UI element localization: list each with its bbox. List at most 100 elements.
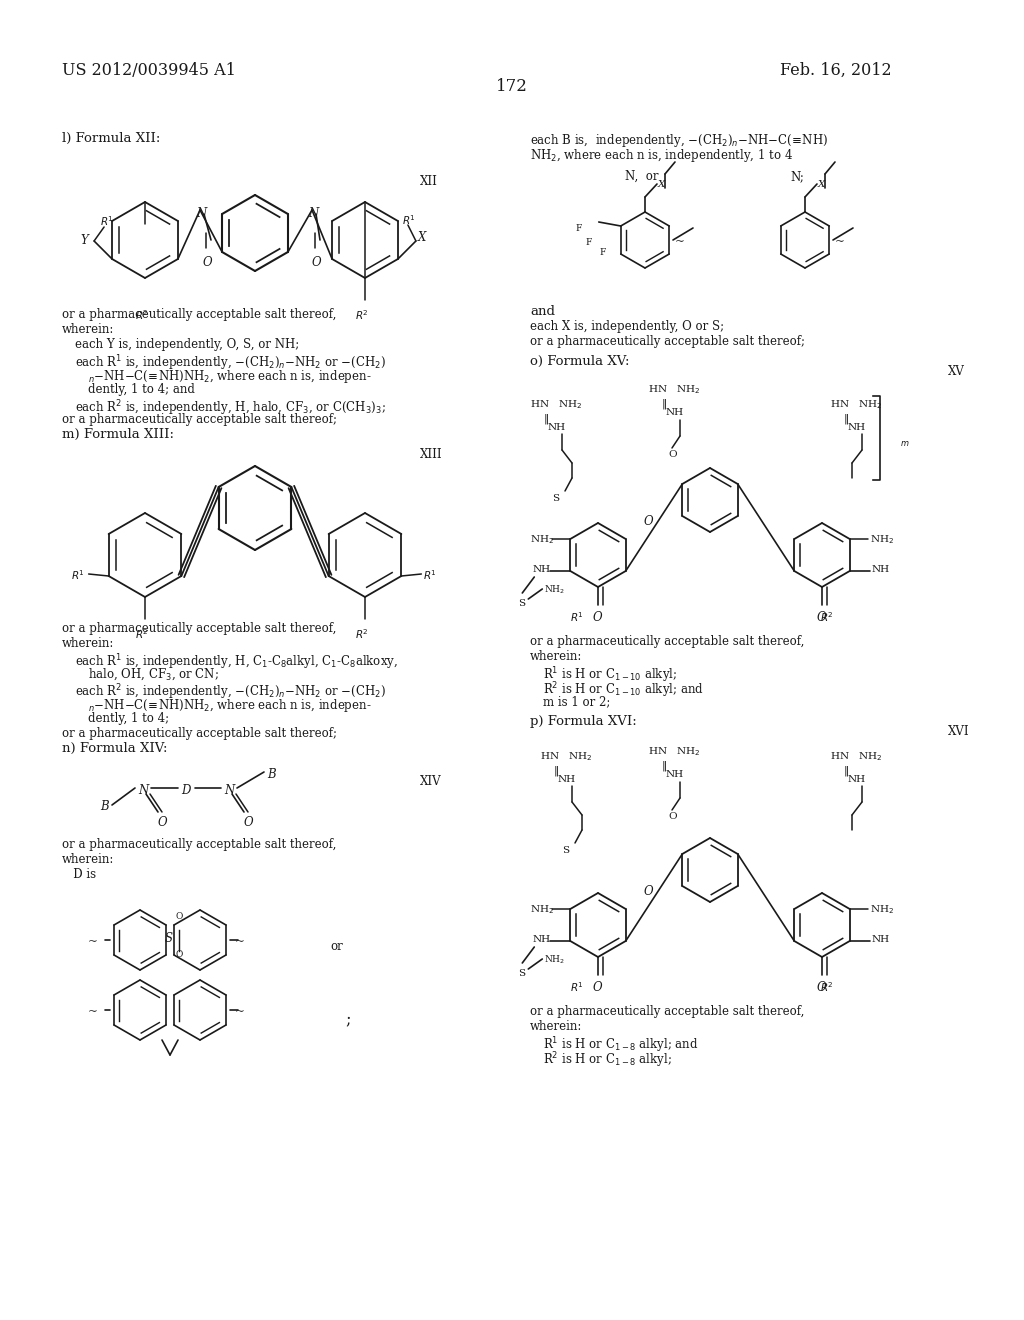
Text: $R^2$: $R^2$ [820, 610, 834, 624]
Text: S: S [562, 846, 569, 855]
Text: or a pharmaceutically acceptable salt thereof,: or a pharmaceutically acceptable salt th… [62, 622, 336, 635]
Text: S: S [552, 494, 559, 503]
Text: XIII: XIII [420, 447, 442, 461]
Text: $\|$: $\|$ [662, 397, 667, 411]
Text: $\|$: $\|$ [662, 759, 667, 774]
Text: halo, OH, CF$_3$, or CN;: halo, OH, CF$_3$, or CN; [88, 667, 219, 682]
Text: S: S [518, 969, 525, 978]
Text: or a pharmaceutically acceptable salt thereof,: or a pharmaceutically acceptable salt th… [530, 635, 805, 648]
Text: O: O [817, 611, 826, 624]
Text: NH: NH [532, 565, 551, 574]
Text: Feb. 16, 2012: Feb. 16, 2012 [780, 62, 892, 79]
Text: or a pharmaceutically acceptable salt thereof,: or a pharmaceutically acceptable salt th… [530, 1005, 805, 1018]
Text: N: N [138, 784, 148, 797]
Text: S: S [165, 932, 173, 945]
Text: $R^1$: $R^1$ [570, 979, 584, 994]
Text: HN   NH$_2$: HN NH$_2$ [830, 399, 882, 411]
Text: ~: ~ [835, 235, 845, 248]
Text: NH: NH [548, 422, 566, 432]
Text: HN   NH$_2$: HN NH$_2$ [648, 744, 700, 758]
Text: dently, 1 to 4; and: dently, 1 to 4; and [88, 383, 195, 396]
Text: O: O [244, 816, 254, 829]
Text: $\|$: $\|$ [543, 412, 549, 426]
Text: $_n$$-$NH$-$C($\!\equiv\!$NH)NH$_2$, where each n is, indepen-: $_n$$-$NH$-$C($\!\equiv\!$NH)NH$_2$, whe… [88, 697, 372, 714]
Text: XIV: XIV [420, 775, 441, 788]
Text: $_m$: $_m$ [900, 436, 909, 449]
Text: $R^2$: $R^2$ [135, 308, 148, 322]
Text: HN   NH$_2$: HN NH$_2$ [830, 750, 882, 763]
Text: NH$_2$: NH$_2$ [545, 583, 565, 595]
Text: $R^2$: $R^2$ [135, 627, 148, 640]
Text: N: N [196, 207, 206, 220]
Text: ~: ~ [234, 1005, 245, 1018]
Text: or a pharmaceutically acceptable salt thereof;: or a pharmaceutically acceptable salt th… [62, 413, 337, 426]
Text: wherein:: wherein: [62, 853, 115, 866]
Text: O: O [668, 812, 677, 821]
Text: NH$_2$: NH$_2$ [869, 533, 894, 545]
Text: ~: ~ [234, 935, 245, 948]
Text: O: O [312, 256, 322, 269]
Text: F: F [575, 224, 582, 234]
Text: N;: N; [790, 170, 804, 183]
Text: NH: NH [848, 775, 866, 784]
Text: NH: NH [848, 422, 866, 432]
Text: N: N [308, 207, 318, 220]
Text: D is: D is [62, 869, 96, 880]
Text: NH: NH [532, 935, 551, 944]
Text: each R$^2$ is, independently, $-$(CH$_2$)$_n$$-$NH$_2$ or $-$(CH$_2$): each R$^2$ is, independently, $-$(CH$_2$… [75, 682, 386, 702]
Text: each R$^1$ is, independently, H, C$_1$-C$_8$alkyl, C$_1$-C$_8$alkoxy,: each R$^1$ is, independently, H, C$_1$-C… [75, 652, 398, 672]
Text: wherein:: wherein: [530, 1020, 583, 1034]
Text: wherein:: wherein: [62, 638, 115, 649]
Text: O: O [175, 912, 182, 921]
Text: NH: NH [666, 408, 684, 417]
Text: O: O [593, 611, 603, 624]
Text: $R^1$: $R^1$ [401, 213, 416, 227]
Text: NH$_2$: NH$_2$ [530, 533, 554, 545]
Text: $R^1$: $R^1$ [423, 568, 437, 582]
Text: l) Formula XII:: l) Formula XII: [62, 132, 161, 145]
Text: X: X [818, 180, 825, 189]
Text: each B is,  independently, $-$(CH$_2$)$_n$$-$NH$-$C($\!\equiv\!$NH): each B is, independently, $-$(CH$_2$)$_n… [530, 132, 828, 149]
Text: 172: 172 [496, 78, 528, 95]
Text: XII: XII [420, 176, 438, 187]
Text: O: O [203, 256, 213, 269]
Text: F: F [585, 238, 592, 247]
Text: HN   NH$_2$: HN NH$_2$ [530, 399, 582, 411]
Text: R$^1$ is H or C$_{1-8}$ alkyl; and: R$^1$ is H or C$_{1-8}$ alkyl; and [543, 1035, 698, 1055]
Text: $R^2$: $R^2$ [820, 979, 834, 994]
Text: X: X [418, 231, 426, 244]
Text: $\|$: $\|$ [843, 412, 849, 426]
Text: each X is, independently, O or S;: each X is, independently, O or S; [530, 319, 724, 333]
Text: n) Formula XIV:: n) Formula XIV: [62, 742, 168, 755]
Text: ~: ~ [88, 1005, 98, 1018]
Text: Y: Y [80, 234, 88, 247]
Text: and: and [530, 305, 555, 318]
Text: $R^1$: $R^1$ [71, 568, 85, 582]
Text: NH: NH [871, 565, 890, 574]
Text: or a pharmaceutically acceptable salt thereof,: or a pharmaceutically acceptable salt th… [62, 838, 336, 851]
Text: X: X [658, 180, 666, 189]
Text: N: N [224, 784, 234, 797]
Text: O: O [644, 884, 653, 898]
Text: m is 1 or 2;: m is 1 or 2; [543, 696, 610, 708]
Text: US 2012/0039945 A1: US 2012/0039945 A1 [62, 62, 236, 79]
Text: NH: NH [558, 775, 577, 784]
Text: ~: ~ [675, 235, 685, 248]
Text: O: O [668, 450, 677, 459]
Text: or: or [330, 940, 343, 953]
Text: B: B [267, 768, 275, 781]
Text: each R$^1$ is, independently, $-$(CH$_2$)$_n$$-$NH$_2$ or $-$(CH$_2$): each R$^1$ is, independently, $-$(CH$_2$… [75, 352, 386, 372]
Text: NH$_2$: NH$_2$ [545, 953, 565, 965]
Text: O: O [158, 816, 168, 829]
Text: NH$_2$: NH$_2$ [869, 903, 894, 916]
Text: $_n$$-$NH$-$C($\!\equiv\!$NH)NH$_2$, where each n is, indepen-: $_n$$-$NH$-$C($\!\equiv\!$NH)NH$_2$, whe… [88, 368, 372, 385]
Text: O: O [817, 981, 826, 994]
Text: each Y is, independently, O, S, or NH;: each Y is, independently, O, S, or NH; [75, 338, 299, 351]
Text: or a pharmaceutically acceptable salt thereof;: or a pharmaceutically acceptable salt th… [530, 335, 805, 348]
Text: HN   NH$_2$: HN NH$_2$ [540, 750, 592, 763]
Text: $R^2$: $R^2$ [355, 308, 369, 322]
Text: O: O [175, 950, 182, 960]
Text: $R^1$: $R^1$ [100, 214, 114, 228]
Text: XVI: XVI [948, 725, 970, 738]
Text: dently, 1 to 4;: dently, 1 to 4; [88, 711, 169, 725]
